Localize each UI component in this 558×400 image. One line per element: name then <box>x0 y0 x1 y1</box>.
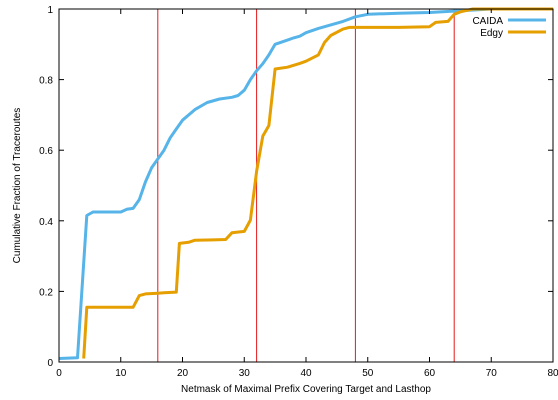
y-tick-label: 1 <box>47 5 53 16</box>
series-layer <box>58 7 553 360</box>
legend-label-edgy: Edgy <box>480 28 503 39</box>
tick-labels: 0 10 20 30 40 50 60 70 80 0 0.2 0.4 0.6 0.8 1 <box>39 5 558 379</box>
x-tick-label: 30 <box>239 368 251 379</box>
y-tick-label: 0.2 <box>39 287 53 298</box>
reference-lines <box>157 9 455 362</box>
x-tick-label: 0 <box>56 368 62 379</box>
y-tick-label: 0.4 <box>39 217 53 228</box>
series-line-caida <box>58 7 553 360</box>
series-line-edgy <box>82 7 553 359</box>
x-tick-label: 20 <box>177 368 189 379</box>
x-tick-label: 10 <box>115 368 127 379</box>
y-tick-label: 0.8 <box>39 76 53 87</box>
x-axis-title: Netmask of Maximal Prefix Covering Targe… <box>181 384 431 395</box>
y-tick-label: 0 <box>47 358 53 369</box>
y-axis-title: Cumulative Fraction of Traceroutes <box>12 108 23 264</box>
legend-label-caida: CAIDA <box>472 16 503 27</box>
x-tick-label: 80 <box>547 368 558 379</box>
x-tick-label: 50 <box>362 368 374 379</box>
x-tick-label: 70 <box>486 368 498 379</box>
axis-ticks <box>58 8 554 363</box>
legend-box <box>470 13 550 41</box>
y-tick-label: 0.6 <box>39 146 53 157</box>
x-tick-label: 40 <box>300 368 312 379</box>
x-tick-label: 60 <box>424 368 436 379</box>
